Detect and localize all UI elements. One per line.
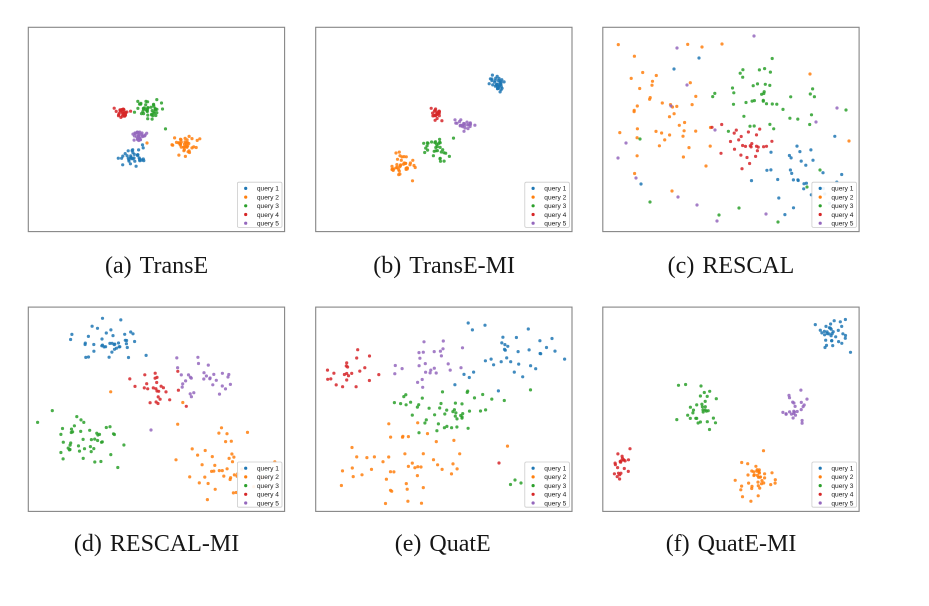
svg-text:query 2: query 2: [831, 194, 853, 201]
svg-text:query 4: query 4: [831, 212, 853, 219]
svg-text:query 2: query 2: [257, 474, 279, 481]
svg-text:query 4: query 4: [544, 492, 566, 499]
svg-text:query 5: query 5: [544, 500, 566, 507]
svg-text:query 3: query 3: [257, 483, 279, 490]
svg-text:query 1: query 1: [257, 466, 279, 473]
svg-text:(d)RESCAL-MI: (d) RESCAL-MI: [74, 531, 239, 557]
svg-text:query 3: query 3: [544, 483, 566, 490]
svg-text:query 1: query 1: [544, 186, 566, 193]
svg-text:(c)RESCAL: (c) RESCAL: [668, 253, 795, 279]
svg-text:query 5: query 5: [257, 500, 279, 507]
svg-text:(b)TransE-MI: (b) TransE-MI: [373, 253, 515, 279]
svg-text:query 2: query 2: [544, 474, 566, 481]
svg-text:query 3: query 3: [257, 203, 279, 210]
svg-text:(f)QuatE-MI: (f) QuatE-MI: [666, 531, 797, 557]
svg-text:query 5: query 5: [544, 221, 566, 228]
svg-text:query 1: query 1: [544, 466, 566, 473]
svg-text:query 5: query 5: [831, 221, 853, 228]
svg-text:query 2: query 2: [544, 194, 566, 201]
svg-text:query 2: query 2: [831, 474, 853, 481]
svg-text:query 4: query 4: [257, 212, 279, 219]
svg-text:(a)TransE: (a) TransE: [105, 253, 208, 279]
svg-text:query 5: query 5: [831, 500, 853, 507]
svg-text:query 1: query 1: [257, 186, 279, 193]
svg-text:query 4: query 4: [257, 492, 279, 499]
svg-text:query 1: query 1: [831, 186, 853, 193]
svg-text:query 4: query 4: [544, 212, 566, 219]
svg-text:query 1: query 1: [831, 466, 853, 473]
svg-text:(e)QuatE: (e) QuatE: [395, 531, 491, 557]
svg-text:query 4: query 4: [831, 492, 853, 499]
svg-text:query 5: query 5: [257, 221, 279, 228]
svg-text:query 3: query 3: [831, 483, 853, 490]
svg-text:query 3: query 3: [544, 203, 566, 210]
svg-text:query 3: query 3: [831, 203, 853, 210]
svg-text:query 2: query 2: [257, 194, 279, 201]
